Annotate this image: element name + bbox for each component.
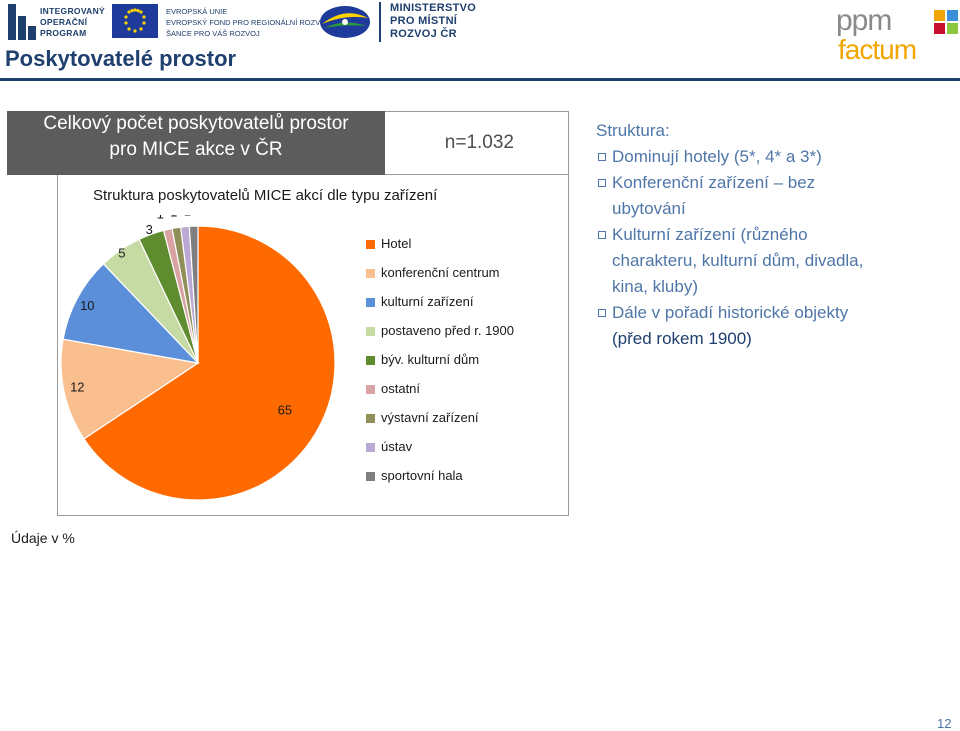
pie-data-label-4: 5 xyxy=(118,245,125,260)
pie-data-label-2: 12 xyxy=(70,379,84,394)
pie-slice-2 xyxy=(60,338,200,440)
ppm-logo-text: ppm xyxy=(836,4,892,37)
bullet-line: ubytování xyxy=(612,199,686,218)
logo-square-green xyxy=(947,23,958,34)
bullet-square-icon xyxy=(598,309,606,317)
legend-label: postaveno před r. 1900 xyxy=(381,323,514,338)
summary-line-1: Celkový počet poskytovatelů prostor xyxy=(43,113,349,134)
legend-item-5: býv. kulturní dům xyxy=(366,352,546,368)
legend-swatch xyxy=(366,385,375,394)
structure-bullets: Dominují hotely (5*, 4* a 3*) Konferenční… xyxy=(596,144,956,326)
header: INTEGROVANÝ OPERAČNÍ PROGRAM EVROPSKÁ UN… xyxy=(0,0,960,88)
iop-logo: INTEGROVANÝ OPERAČNÍ PROGRAM xyxy=(8,4,108,42)
legend-label: býv. kulturní dům xyxy=(381,352,480,367)
structure-panel: Struktura: Dominují hotely (5*, 4* a 3*)… xyxy=(596,118,956,352)
legend-label: kulturní zařízení xyxy=(381,294,474,309)
ppm-factum-logo: ppm factum xyxy=(836,4,958,66)
legend-label: Hotel xyxy=(381,236,412,251)
pie-slice-9 xyxy=(188,225,199,364)
legend-item-4: postaveno před r. 1900 xyxy=(366,323,546,339)
structure-bullet-3: Kulturní zařízení (různého charakteru, ku… xyxy=(596,222,956,300)
legend-label: ostatní xyxy=(381,381,421,396)
pie-chart: 651210531111 xyxy=(60,215,336,501)
factum-logo-text: factum xyxy=(838,34,917,65)
summary-box: Celkový počet poskytovatelů prostor pro … xyxy=(7,111,385,175)
legend-item-3: kulturní zařízení xyxy=(366,294,546,310)
legend-swatch xyxy=(366,298,375,307)
pie-slice-1 xyxy=(83,225,336,501)
region-swirl-logo-icon xyxy=(320,6,370,38)
page-number: 12 xyxy=(937,716,952,731)
legend-item-6: ostatní xyxy=(366,381,546,397)
legend-swatch xyxy=(366,472,375,481)
pie-data-label-9: 1 xyxy=(198,215,205,218)
legend-label: konferenční centrum xyxy=(381,265,500,280)
legend-item-2: konferenční centrum xyxy=(366,265,546,281)
structure-bullet-2: Konferenční zařízení – bez ubytování xyxy=(596,170,956,222)
structure-bullet-1: Dominují hotely (5*, 4* a 3*) xyxy=(596,144,956,170)
logo-square-orange xyxy=(934,10,945,21)
legend-swatch xyxy=(366,356,375,365)
iop-logo-icon xyxy=(8,4,36,40)
bullet-line: charakteru, kulturní dům, divadla, xyxy=(612,251,864,270)
pie-data-label-8: 1 xyxy=(184,215,191,218)
bullet-line: Dominují hotely (5*, 4* a 3*) xyxy=(612,147,822,166)
structure-sub-note: (před rokem 1900) xyxy=(612,329,752,348)
bullet-line: kina, kluby) xyxy=(612,277,698,296)
sample-size-box: n=1.032 xyxy=(385,111,569,175)
pie-slice-3 xyxy=(62,263,200,364)
bullet-square-icon xyxy=(598,179,606,187)
title-underline xyxy=(0,78,960,81)
sample-size-label: n=1.032 xyxy=(444,132,514,153)
ministry-logo-text: MINISTERSTVO PRO MÍSTNÍ ROZVOJ ČR xyxy=(390,2,477,40)
legend-label: sportovní hala xyxy=(381,468,463,483)
pie-data-label-1: 65 xyxy=(278,403,292,418)
legend-item-8: ústav xyxy=(366,439,546,455)
legend-swatch xyxy=(366,327,375,336)
legend-item-9: sportovní hala xyxy=(366,468,546,484)
bullet-line: Dále v pořadí historické objekty xyxy=(612,303,849,322)
eu-flag-icon xyxy=(112,4,158,38)
pie-data-label-3: 10 xyxy=(80,298,94,313)
iop-logo-text: INTEGROVANÝ OPERAČNÍ PROGRAM xyxy=(40,6,106,38)
bullet-line: Konferenční zařízení – bez xyxy=(612,173,816,192)
ministry-divider xyxy=(379,2,381,42)
legend-swatch xyxy=(366,269,375,278)
legend-item-1: Hotel xyxy=(366,236,546,252)
legend-label: výstavní zařízení xyxy=(381,410,479,425)
footnote: Údaje v % xyxy=(11,530,75,546)
pie-data-label-5: 3 xyxy=(146,222,153,237)
logo-square-red xyxy=(934,23,945,34)
legend-item-7: výstavní zařízení xyxy=(366,410,546,426)
pie-data-label-6: 1 xyxy=(157,215,164,221)
bullet-line: Kulturní zařízení (různého xyxy=(612,225,808,244)
chart-title: Struktura poskytovatelů MICE akcí dle ty… xyxy=(93,187,438,204)
summary-line-2: pro MICE akce v ČR xyxy=(109,139,283,160)
pie-data-label-7: 1 xyxy=(170,215,177,220)
legend-swatch xyxy=(366,240,375,249)
eu-text: EVROPSKÁ UNIE EVROPSKÝ FOND PRO REGIONÁL… xyxy=(166,7,330,38)
structure-heading: Struktura: xyxy=(596,121,670,140)
logo-square-blue xyxy=(947,10,958,21)
page-title: Poskytovatelé prostor xyxy=(5,46,237,71)
legend-label: ústav xyxy=(381,439,413,454)
legend-swatch xyxy=(366,443,375,452)
structure-bullet-4: Dále v pořadí historické objekty xyxy=(596,300,956,326)
legend-swatch xyxy=(366,414,375,423)
bullet-square-icon xyxy=(598,231,606,239)
bullet-square-icon xyxy=(598,153,606,161)
